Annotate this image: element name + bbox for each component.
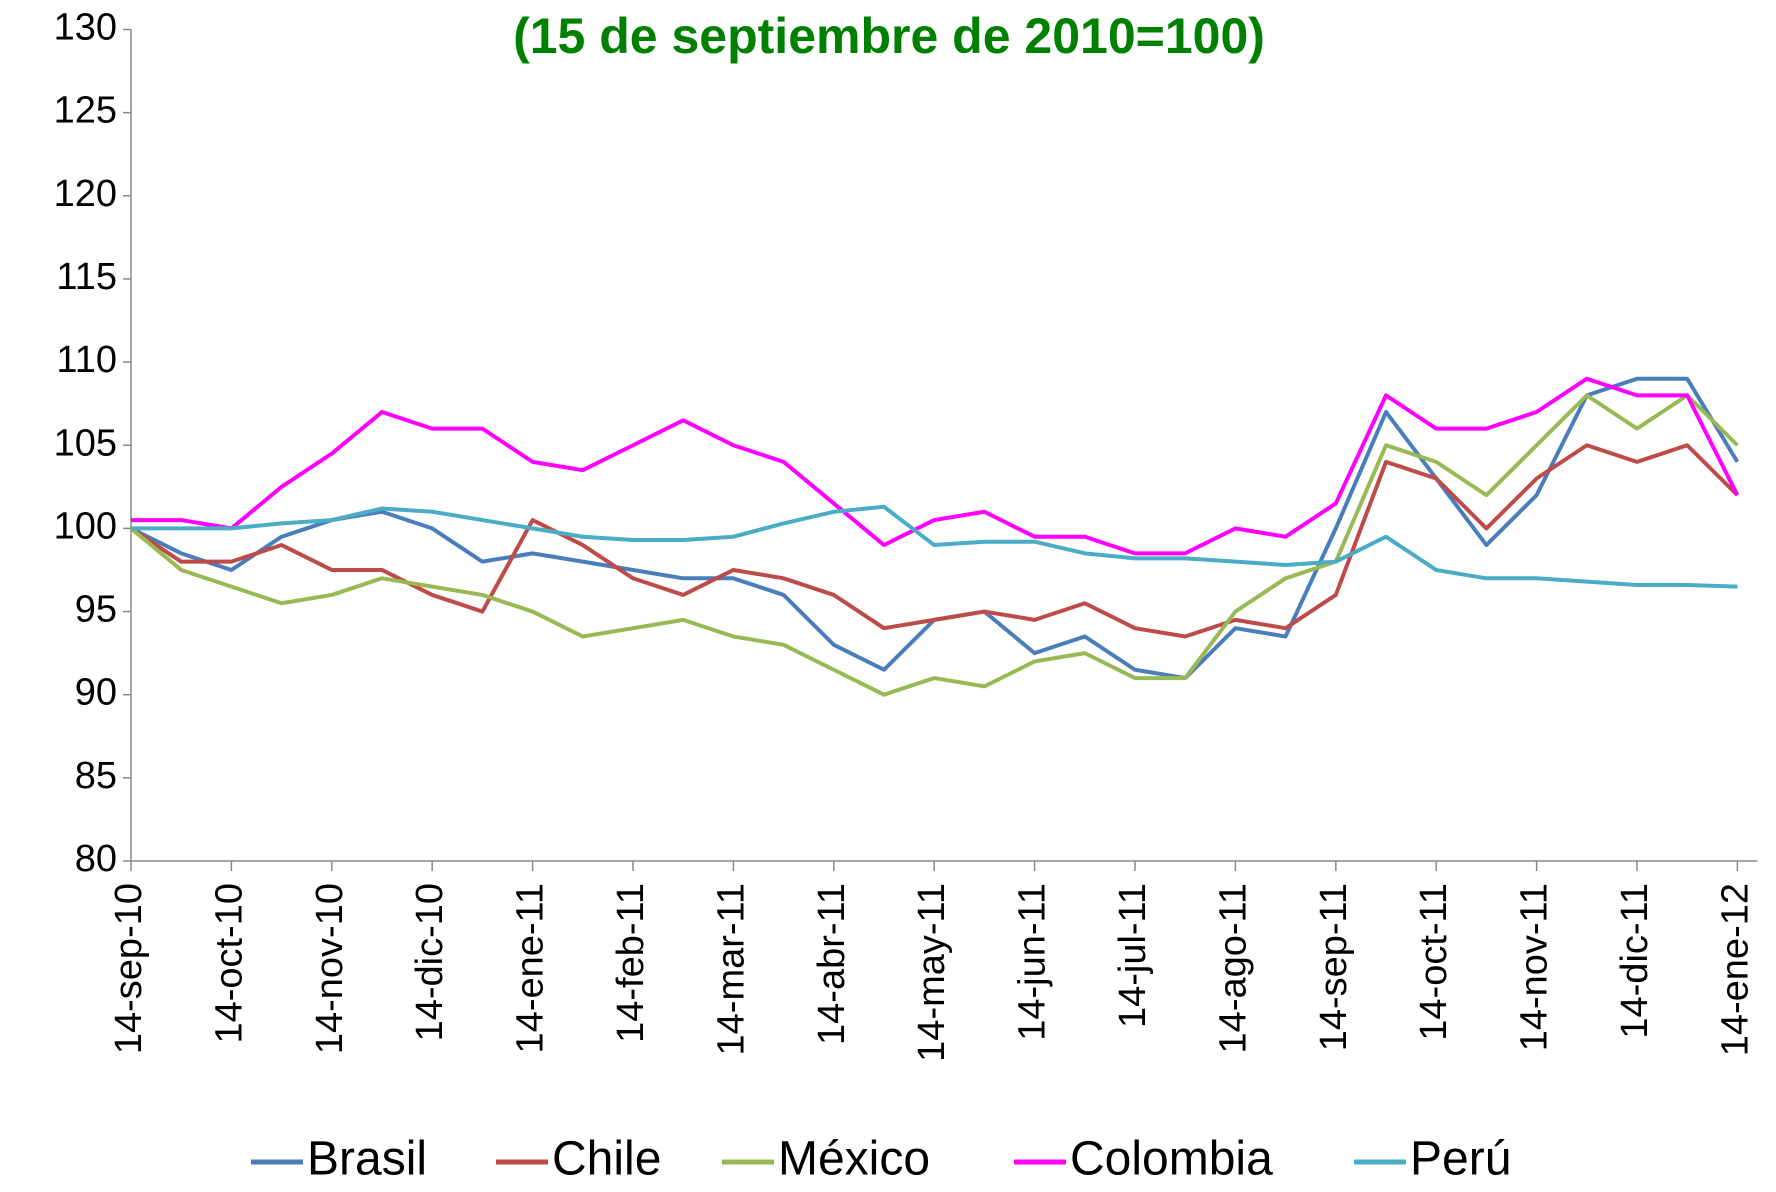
x-tick-label: 14-jun-11 [1012,883,1054,1041]
x-tick-label: 14-oct-10 [208,883,250,1044]
y-tick-label: 115 [56,256,117,298]
x-tick-label: 14-abr-11 [811,883,853,1045]
x-tick-label: 14-dic-11 [1614,883,1656,1039]
series-line [131,504,1738,589]
x-tick-label: 14-dic-10 [409,883,451,1041]
x-tick-label: 14-ago-11 [1212,883,1254,1053]
legend-label: Chile [552,1133,661,1186]
y-tick-label: 95 [75,589,117,631]
legend-label: Colombia [1070,1133,1273,1186]
y-tick-label: 90 [75,672,117,714]
series-line [129,393,1739,697]
chart-title: (15 de septiembre de 2010=100) [513,8,1265,64]
series-line [131,376,1740,556]
x-tick-label: 14-may-11 [911,883,953,1062]
x-tick-label: 14-feb-11 [610,883,652,1043]
y-tick-label: 120 [54,173,117,215]
x-tick-label: 14-mar-11 [710,883,752,1055]
series-line [129,443,1739,639]
legend-label: Perú [1410,1133,1511,1186]
y-tick-label: 110 [56,339,117,381]
y-tick-label: 100 [54,505,117,547]
x-tick-label: 14-nov-11 [1514,883,1556,1051]
x-tick-label: 14-ene-12 [1714,883,1756,1056]
x-tick-label: 14-sep-10 [108,883,150,1054]
y-tick-label: 85 [75,755,117,797]
y-tick-label: 125 [54,90,117,132]
y-tick-label: 105 [54,422,117,464]
legend-label: Brasil [307,1133,427,1186]
x-tick-label: 14-nov-10 [309,883,351,1054]
x-tick-label: 14-jul-11 [1112,883,1154,1028]
y-tick-label: 80 [75,838,117,880]
legend-label: México [778,1133,930,1186]
x-tick-label: 14-sep-11 [1313,883,1355,1051]
x-tick-label: 14-oct-11 [1413,883,1455,1041]
x-tick-label: 14-ene-11 [510,883,552,1053]
y-tick-label: 130 [54,7,117,49]
